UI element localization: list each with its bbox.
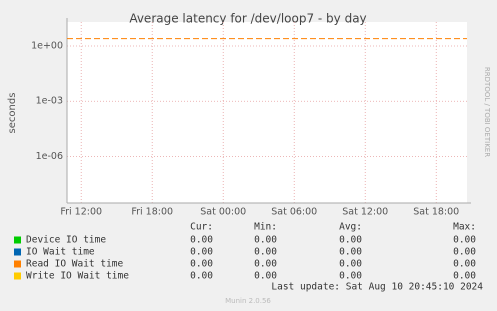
y-tick-label: 1e+00	[31, 40, 63, 51]
legend-value: 0.00	[453, 247, 476, 258]
legend-value: 0.00	[453, 271, 476, 282]
legend-column-header: Min:	[254, 222, 277, 233]
legend-label: Write IO Wait time	[26, 271, 129, 282]
legend-value: 0.00	[254, 247, 277, 258]
x-tick-label: Fri 12:00	[60, 207, 102, 218]
y-tick-label: 1e-03	[36, 96, 63, 107]
legend-label: Read IO Wait time	[26, 259, 124, 270]
legend-value: 0.00	[339, 271, 362, 282]
legend-swatch	[14, 260, 21, 268]
legend-value: 0.00	[453, 235, 476, 246]
x-tick-label: Sat 12:00	[342, 207, 388, 218]
legend-value: 0.00	[254, 235, 277, 246]
legend-swatch	[14, 272, 21, 280]
legend-swatch	[14, 248, 21, 256]
legend-value: 0.00	[339, 259, 362, 270]
legend-label: Device IO time	[26, 235, 106, 246]
legend-value: 0.00	[339, 235, 362, 246]
x-tick-label: Sat 06:00	[271, 207, 317, 218]
legend-value: 0.00	[190, 247, 213, 258]
plot-area	[67, 22, 467, 203]
y-axis-label: seconds	[7, 93, 18, 134]
legend-label: IO Wait time	[26, 247, 95, 258]
legend-swatch	[14, 236, 21, 244]
legend-column-header: Avg:	[339, 222, 362, 233]
legend-value: 0.00	[453, 259, 476, 270]
y-tick-label: 1e-06	[36, 151, 63, 162]
legend-value: 0.00	[339, 247, 362, 258]
legend-column-header: Cur:	[190, 222, 213, 233]
footer: Munin 2.0.56	[225, 297, 271, 305]
last-update: Last update: Sat Aug 10 20:45:10 2024	[271, 282, 483, 293]
legend-value: 0.00	[190, 235, 213, 246]
legend-value: 0.00	[190, 259, 213, 270]
legend-value: 0.00	[190, 271, 213, 282]
legend-value: 0.00	[254, 271, 277, 282]
x-tick-label: Sat 18:00	[413, 207, 459, 218]
legend-value: 0.00	[254, 259, 277, 270]
side-text: RRDTOOL / TOBI OETIKER	[483, 67, 491, 157]
legend-column-header: Max:	[453, 222, 476, 233]
x-tick-label: Fri 18:00	[131, 207, 173, 218]
chart-title: Average latency for /dev/loop7 - by day	[129, 12, 366, 26]
x-tick-label: Sat 00:00	[200, 207, 246, 218]
